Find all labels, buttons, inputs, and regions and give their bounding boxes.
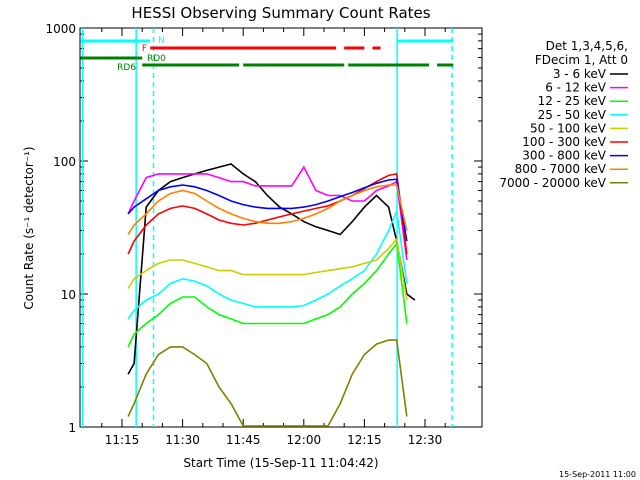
x-tick-label: 11:45 xyxy=(226,433,261,447)
legend-label: 12 - 25 keV xyxy=(538,94,607,108)
y-tick-label: 1000 xyxy=(45,22,76,36)
series-line-5 xyxy=(127,172,408,255)
legend-label: 6 - 12 keV xyxy=(545,81,607,95)
chart-title: HESSI Observing Summary Count Rates xyxy=(131,4,430,22)
legend-label: 800 - 7000 keV xyxy=(515,162,607,176)
legend-label: 7000 - 20000 keV xyxy=(499,176,606,190)
state-bar-label: F xyxy=(142,44,147,54)
x-tick-label: 11:15 xyxy=(105,433,140,447)
x-axis-label: Start Time (15-Sep-11 11:04:42) xyxy=(183,456,378,470)
legend-label: 25 - 50 keV xyxy=(538,108,607,122)
legend-label: 50 - 100 keV xyxy=(530,121,607,135)
vertical-markers xyxy=(81,28,453,427)
state-bar-label: RD0 xyxy=(147,54,166,64)
series-line-0 xyxy=(127,163,416,375)
series-line-4 xyxy=(127,236,408,301)
x-tick-label: 11:30 xyxy=(165,433,200,447)
series-line-3 xyxy=(127,208,408,320)
y-axis-label: Count Rate (s⁻¹ detector⁻¹) xyxy=(22,146,36,309)
state-bar-label: RD6 xyxy=(117,63,136,73)
series-line-8 xyxy=(127,339,408,427)
series-line-6 xyxy=(127,178,408,242)
footer-timestamp: 15-Sep-2011 11:00 xyxy=(559,470,636,479)
legend-label: 100 - 300 keV xyxy=(522,135,606,149)
y-tick-label: 1 xyxy=(68,421,76,435)
series-line-2 xyxy=(127,241,408,348)
x-tick-label: 12:30 xyxy=(408,433,443,447)
series-line-1 xyxy=(127,165,408,261)
legend-label: 3 - 6 keV xyxy=(553,67,607,81)
legend-label: 300 - 800 keV xyxy=(522,149,606,163)
series-lines xyxy=(127,163,416,427)
legend-header-line-1: Det 1,3,4,5,6, xyxy=(546,39,628,53)
x-tick-label: 12:15 xyxy=(347,433,382,447)
plot-frame xyxy=(79,27,483,428)
axis-ticks: 1 10 100 1000 11:15 11:30 11:45 12:00 12:15 12:30 xyxy=(45,22,482,447)
x-tick-label: 12:00 xyxy=(287,433,322,447)
state-bar-label: N xyxy=(158,36,165,46)
legend-header-line-2: FDecim 1, Att 0 xyxy=(535,53,628,67)
y-tick-label: 10 xyxy=(61,288,76,302)
series-line-7 xyxy=(127,184,408,235)
y-tick-label: 100 xyxy=(53,155,76,169)
